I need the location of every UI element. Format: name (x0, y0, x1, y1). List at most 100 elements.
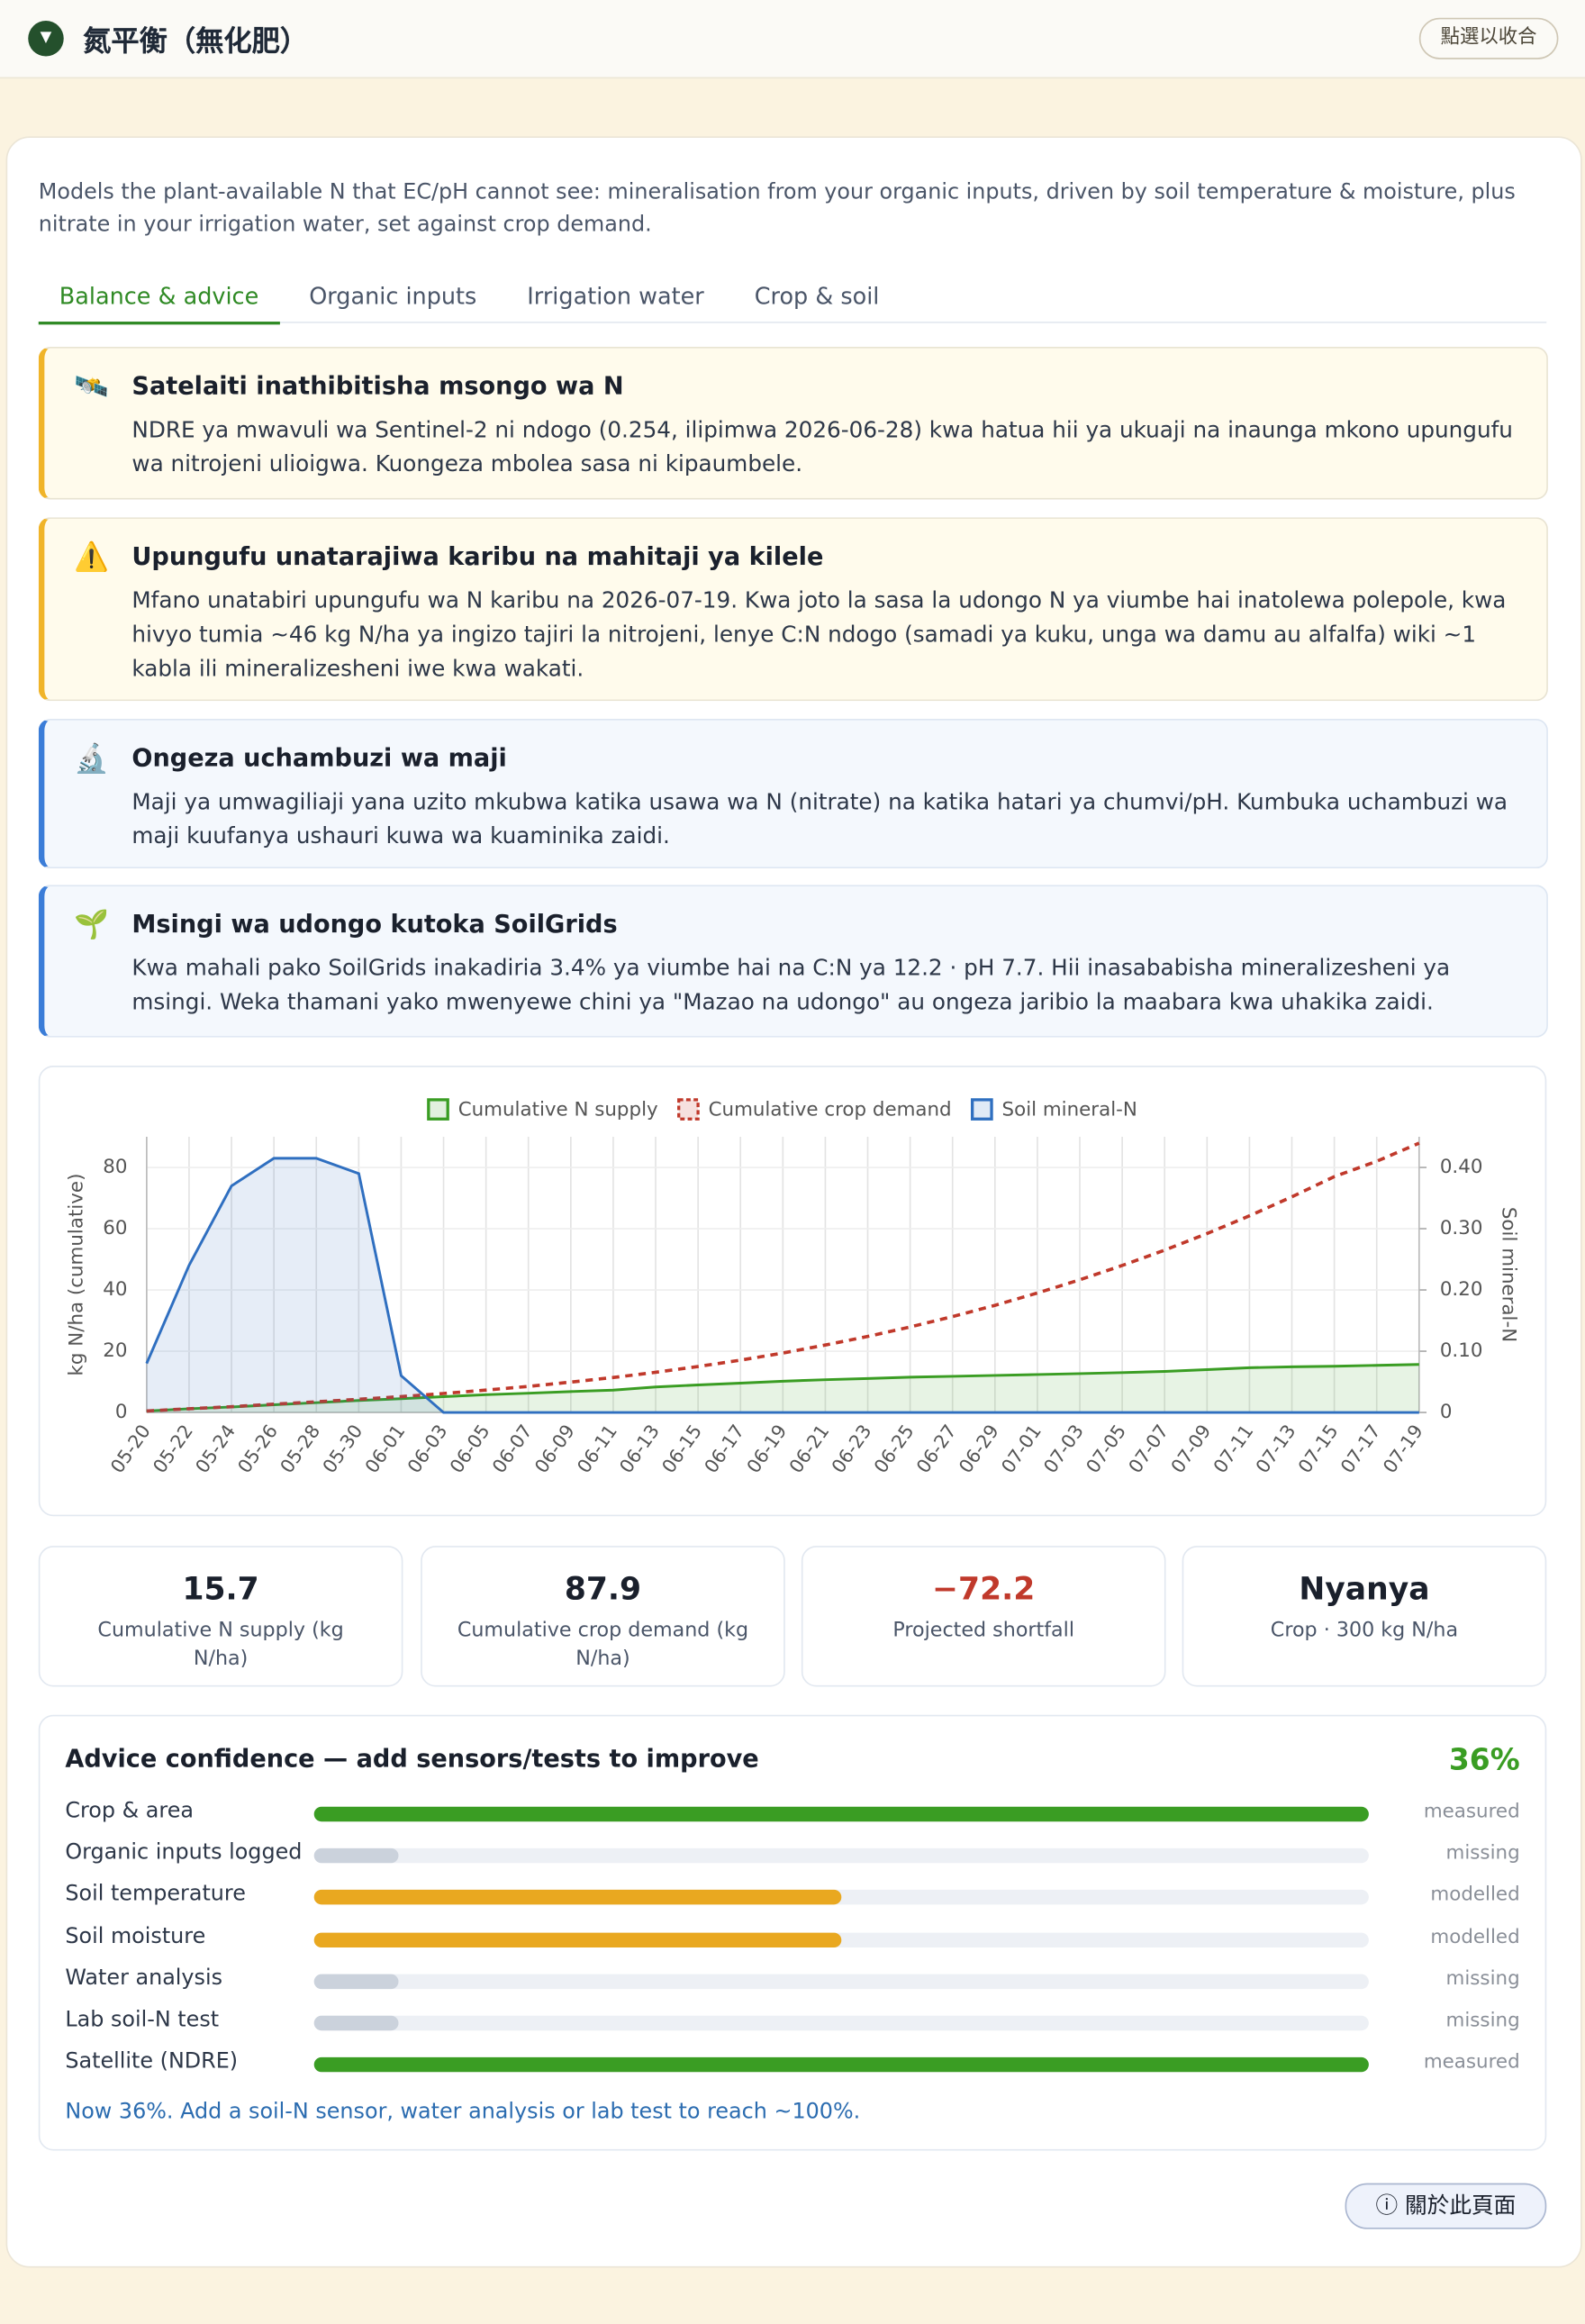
alert-body: Mfano unatabiri upungufu wa N karibu na … (131, 586, 1507, 682)
collapse-button[interactable]: 點選以收合 (1418, 17, 1559, 59)
y-tick-label: 40 (103, 1278, 127, 1301)
stat-label: Cumulative N supply (kg N/ha) (97, 1618, 344, 1671)
y2-tick-label: 0.40 (1440, 1156, 1483, 1178)
stat-value: 15.7 (182, 1571, 259, 1607)
x-tick-label: 06-19 (742, 1421, 791, 1477)
tab[interactable]: Balance & advice (38, 274, 280, 325)
tab[interactable]: Irrigation water (527, 283, 704, 310)
alert-body: Maji ya umwagiliaji yana uzito mkubwa ka… (131, 788, 1508, 849)
x-tick-label: 06-03 (403, 1421, 452, 1477)
legend-label: Soil mineral-N (1002, 1098, 1137, 1121)
confidence-row: Organic inputs logged missing (65, 1838, 1519, 1874)
y2-tick-label: 0.10 (1440, 1339, 1483, 1362)
confidence-bar (313, 1974, 399, 1989)
legend-label: Cumulative crop demand (709, 1098, 952, 1121)
legend-label: Cumulative N supply (458, 1098, 658, 1121)
icon: 🛰️ (74, 370, 110, 404)
x-tick-label: 05-20 (106, 1421, 155, 1477)
icon: 🌱 (74, 908, 110, 941)
icon: 🔬 (74, 742, 110, 776)
x-tick-label: 05-22 (149, 1421, 197, 1477)
confidence-row: Crop & area measured (65, 1796, 1519, 1831)
line (146, 1363, 1419, 1412)
y2-tick-label: 0.20 (1440, 1278, 1483, 1301)
confidence-status: missing (1445, 1967, 1520, 1991)
stat-label: Cumulative crop demand (kg N/ha) (457, 1618, 749, 1671)
x-tick-label: 06-23 (828, 1421, 876, 1477)
x-tick-label: 06-29 (955, 1421, 1003, 1477)
confidence-row: Soil temperature modelled (65, 1880, 1519, 1915)
x-tick-label: 07-09 (1166, 1421, 1215, 1477)
panel-title: 氮平衡（無化肥） (83, 24, 309, 59)
legend-swatch (677, 1098, 700, 1121)
about-button[interactable]: ⓘ 關於此頁面 (1345, 2183, 1547, 2229)
confidence-row: Lab soil-N test missing (65, 2005, 1519, 2040)
description: Models the plant-available N that EC/pH … (38, 180, 1516, 238)
y-tick-label: 0 (115, 1401, 128, 1423)
x-tick-label: 06-11 (573, 1421, 621, 1477)
confidence-status: measured (1423, 2051, 1520, 2074)
top-bar (0, 0, 1585, 79)
alert: 🌱 Msingi wa udongo kutoka SoilGrids Kwa … (38, 885, 1548, 1038)
alert: ⚠️ Upungufu unatarajiwa karibu na mahita… (38, 517, 1548, 702)
x-tick-label: 07-03 (1039, 1421, 1088, 1477)
confidence-label: Soil moisture (65, 1924, 206, 1949)
stat-card: 87.9 Cumulative crop demand (kg N/ha) (421, 1546, 785, 1687)
y2-tick-label: 0.30 (1440, 1217, 1483, 1239)
confidence-track (313, 1848, 1369, 1864)
x-tick-label: 06-09 (530, 1421, 579, 1477)
chart: kg N/ha (cumulative) Soil mineral-N 05-2… (66, 1098, 1520, 1477)
confidence-bar (313, 1890, 842, 1905)
alert-title: Msingi wa udongo kutoka SoilGrids (131, 910, 618, 939)
confidence-bar (313, 1848, 399, 1864)
confidence-row: Soil moisture modelled (65, 1921, 1519, 1956)
y-axis-label: kg N/ha (cumulative) (66, 1174, 88, 1376)
x-tick-label: 06-25 (870, 1421, 919, 1477)
confidence-track (313, 1974, 1369, 1989)
confidence-label: Lab soil-N test (65, 2008, 220, 2032)
confidence-status: missing (1445, 2010, 1520, 2032)
confidence-row: Satellite (NDRE) measured (65, 2047, 1519, 2083)
stat-label: Crop · 300 kg N/ha (1270, 1618, 1459, 1643)
x-tick-label: 05-24 (191, 1421, 240, 1477)
area (146, 1157, 1419, 1413)
confidence-status: modelled (1430, 1926, 1520, 1949)
confidence-note: Now 36%. Add a soil-N sensor, water anal… (65, 2100, 861, 2124)
confidence-track (313, 2015, 1369, 2031)
legend-swatch (971, 1098, 993, 1121)
x-tick-label: 05-30 (318, 1421, 367, 1477)
alert-body: NDRE ya mwavuli wa Sentinel-2 ni ndogo (… (131, 416, 1513, 477)
x-tick-label: 06-01 (361, 1421, 410, 1477)
tab[interactable]: Organic inputs (309, 283, 477, 310)
alert: 🔬 Ongeza uchambuzi wa maji Maji ya umwag… (38, 719, 1548, 869)
x-tick-label: 07-13 (1252, 1421, 1300, 1477)
confidence-status: measured (1423, 1801, 1520, 1823)
confidence-track (313, 1890, 1369, 1905)
confidence-row: Water analysis missing (65, 1964, 1519, 1999)
x-tick-label: 07-15 (1294, 1421, 1343, 1477)
tab[interactable]: Crop & soil (754, 283, 880, 310)
confidence-track (313, 1931, 1369, 1947)
confidence-title: Advice confidence — add sensors/tests to… (65, 1744, 759, 1773)
x-tick-label: 06-13 (615, 1421, 664, 1477)
alert-title: Ongeza uchambuzi wa maji (131, 743, 507, 773)
confidence-bar (313, 1806, 1369, 1822)
collapse-icon[interactable]: ▼ (28, 21, 64, 57)
stat-value: −72.2 (932, 1571, 1036, 1607)
confidence-label: Water analysis (65, 1966, 223, 1991)
line (145, 1157, 1419, 1414)
stat-value: Nyanya (1299, 1571, 1430, 1607)
alert-body: Kwa mahali pako SoilGrids inakadiria 3.4… (131, 954, 1451, 1016)
stat-value: 87.9 (564, 1571, 642, 1607)
x-tick-label: 06-05 (446, 1421, 494, 1477)
confidence-label: Organic inputs logged (65, 1840, 303, 1866)
x-tick-label: 07-11 (1209, 1421, 1258, 1477)
alert-title: Upungufu unatarajiwa karibu na mahitaji … (131, 542, 824, 571)
stat-card: Nyanya Crop · 300 kg N/ha (1182, 1546, 1547, 1687)
x-tick-label: 06-27 (912, 1421, 961, 1477)
x-tick-label: 07-05 (1082, 1421, 1130, 1477)
confidence-label: Satellite (NDRE) (65, 2049, 239, 2074)
confidence-track (313, 1806, 1369, 1822)
x-tick-label: 07-07 (1124, 1421, 1173, 1477)
